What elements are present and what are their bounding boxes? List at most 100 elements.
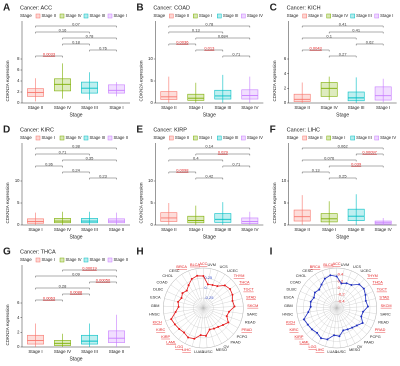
- radar-point: [190, 278, 193, 281]
- bracket: [62, 269, 117, 272]
- legend-swatch: [193, 135, 198, 141]
- x-tick-label: Stage II: [294, 105, 310, 110]
- y-tick-label: 0: [284, 222, 287, 227]
- category-label: STAD: [246, 296, 256, 300]
- radar-point: [174, 310, 177, 313]
- radar-point: [366, 305, 369, 308]
- ring-label: -0.4: [338, 298, 346, 303]
- bracket: [328, 31, 384, 34]
- radar-point: [342, 329, 345, 332]
- category-label: PAAD: [364, 341, 374, 345]
- panel-label: C: [270, 3, 277, 14]
- ring-label: 0.2: [338, 278, 344, 283]
- bracket: [168, 25, 251, 28]
- radar-point: [320, 283, 323, 286]
- category-label: UCEC: [360, 269, 371, 273]
- ring-label: 0: [204, 285, 207, 290]
- legend-label: Stage I: [380, 13, 393, 18]
- y-tick-label: 2: [17, 89, 20, 94]
- category-label: PCPG: [237, 335, 248, 339]
- y-tick-label: 0: [17, 100, 20, 105]
- bracket: [301, 147, 384, 150]
- legend-swatch: [302, 13, 307, 19]
- legend-swatch: [35, 13, 41, 19]
- category-label: ESCA: [284, 296, 295, 300]
- box: [160, 91, 178, 100]
- x-tick-label: Stage I: [322, 227, 336, 232]
- category-label: UCEC: [227, 269, 238, 273]
- legend-label: Stage III: [356, 135, 372, 140]
- bracket: [301, 171, 330, 174]
- category-label: CESC: [302, 269, 313, 273]
- category-label: MESO: [349, 348, 360, 352]
- legend-label: Stage III: [356, 13, 372, 18]
- panel-label: A: [3, 3, 10, 14]
- category-label: LUSC: [202, 350, 212, 354]
- radar-point: [225, 315, 228, 318]
- category-label: COAD: [290, 280, 301, 284]
- p-value: 0.36: [45, 161, 54, 166]
- category-label: THYM: [234, 274, 245, 278]
- category-label: STAD: [379, 296, 389, 300]
- y-tick-label: 0: [284, 100, 287, 105]
- bracket: [35, 31, 90, 34]
- category-label: OV: [357, 345, 363, 349]
- panel-title: Cancer: KIRC: [20, 127, 54, 133]
- x-tick-label: Stage IV: [54, 227, 71, 232]
- legend-label: Stage IV: [247, 135, 263, 140]
- p-value: 0.4: [193, 155, 199, 160]
- radar-point: [170, 318, 173, 321]
- p-value: 0.76: [99, 45, 108, 50]
- legend-label: Stage IV: [247, 13, 263, 18]
- radar-point: [316, 331, 319, 334]
- legend-label: Stage II: [175, 135, 189, 140]
- y-tick-label: 6: [284, 56, 287, 61]
- category-label: LGG: [308, 345, 316, 349]
- p-value: 0.0088: [70, 289, 83, 294]
- legend-title: Stage: [20, 257, 32, 262]
- p-value: 0.039: [351, 161, 362, 166]
- panel-title: Cancer: KIRP: [153, 127, 187, 133]
- x-tick-label: Stage IV: [241, 227, 258, 232]
- legend-swatch: [83, 135, 89, 141]
- y-tick-label: 5: [150, 200, 153, 205]
- radar-point: [362, 310, 365, 313]
- category-label: HNSC: [149, 312, 160, 316]
- x-tick-label: Stage II: [109, 227, 125, 232]
- category-label: ACC: [199, 262, 207, 266]
- box: [320, 82, 338, 97]
- bracket: [328, 55, 357, 58]
- ring: [183, 287, 224, 329]
- radar-point: [340, 282, 343, 285]
- y-tick-label: 8: [17, 56, 20, 61]
- bracket: [195, 177, 224, 180]
- radar-point: [312, 296, 315, 299]
- category-label: LUSC: [336, 350, 346, 354]
- radar-point: [320, 337, 323, 340]
- radar-point: [355, 324, 358, 327]
- radar-point: [223, 284, 226, 287]
- category-label: READ: [378, 320, 389, 324]
- radar-point: [364, 293, 367, 296]
- radar-point: [351, 326, 354, 329]
- radar-point: [199, 334, 202, 337]
- p-value: 0.076: [324, 155, 335, 160]
- bracket: [301, 25, 384, 28]
- radar-point: [326, 338, 329, 341]
- category-label: ESCA: [150, 296, 161, 300]
- bracket: [328, 177, 357, 180]
- legend-swatch: [326, 135, 331, 141]
- x-tick-label: Stage III: [81, 349, 98, 354]
- category-label: LAML: [300, 341, 310, 345]
- p-value: 0.00097: [362, 149, 377, 154]
- bracket: [168, 147, 251, 150]
- radar-point: [364, 299, 367, 302]
- y-axis-title: CDKN2A expression: [272, 60, 277, 102]
- legend-label: Stage III: [223, 135, 239, 140]
- legend-title: Stage: [287, 135, 299, 140]
- p-value: 0.1: [326, 33, 332, 38]
- radar-point: [309, 305, 312, 308]
- box: [81, 81, 98, 94]
- bracket: [355, 43, 384, 46]
- category-label: BLCA: [190, 263, 200, 267]
